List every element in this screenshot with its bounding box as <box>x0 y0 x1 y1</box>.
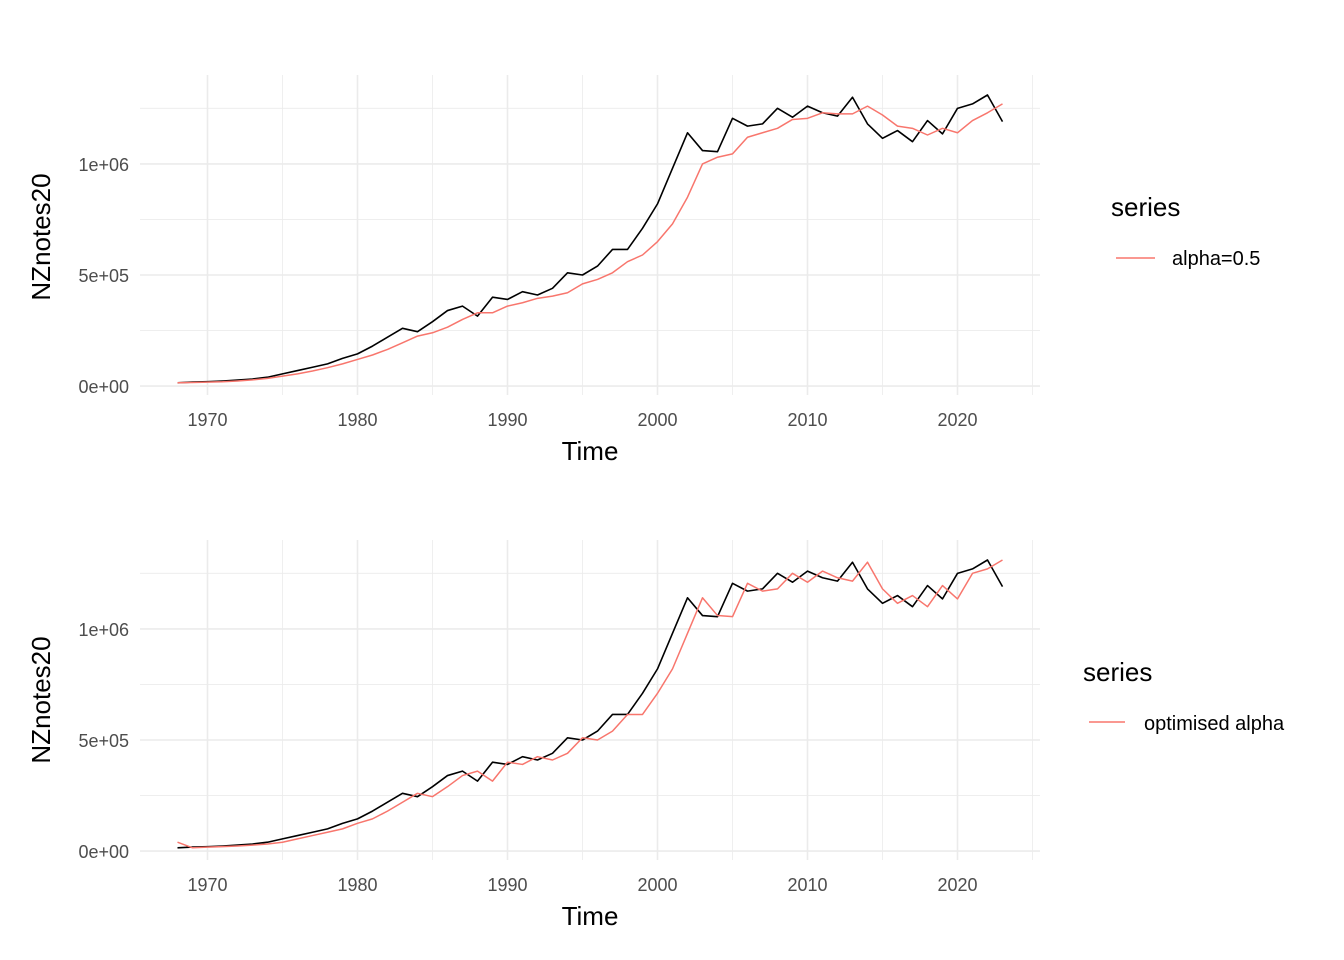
bottom-panel-x-tick-label: 1970 <box>187 875 227 895</box>
top-panel-y-tick-labels: 0e+00 5e+05 1e+06 <box>78 155 129 397</box>
top-panel-y-tick-label: 1e+06 <box>78 155 129 175</box>
bottom-panel-y-tick-label: 0e+00 <box>78 842 129 862</box>
bottom-panel-y-tick-labels: 0e+00 5e+05 1e+06 <box>78 620 129 862</box>
bottom-panel-legend-title: series <box>1083 657 1152 687</box>
top-panel-x-tick-label: 1970 <box>187 410 227 430</box>
bottom-panel-fitted-series-line <box>177 559 1003 849</box>
top-panel-y-axis-title: NZnotes20 <box>26 173 56 300</box>
top-panel-series <box>177 94 1004 384</box>
bottom-panel: 1970 1980 1990 2000 2010 2020 0e+00 5e+05 1e+06… <box>26 540 1285 931</box>
top-panel-x-tick-label: 2020 <box>937 410 977 430</box>
bottom-panel-x-tick-label: 2010 <box>787 875 827 895</box>
bottom-panel-legend-label: optimised alpha <box>1144 713 1285 735</box>
bottom-panel-x-tick-label: 2000 <box>637 875 677 895</box>
bottom-panel-x-tick-label: 2020 <box>937 875 977 895</box>
top-panel-y-tick-label: 5e+05 <box>78 266 129 286</box>
top-panel-y-tick-label: 0e+00 <box>78 377 129 397</box>
bottom-panel-x-tick-label: 1980 <box>337 875 377 895</box>
top-panel-x-axis-title: Time <box>562 436 619 466</box>
top-panel: 1970 1980 1990 2000 2010 2020 0e+00 5e+05 1e+06… <box>26 75 1260 466</box>
top-panel-grid <box>140 75 1040 395</box>
bottom-panel-series <box>177 559 1004 849</box>
top-panel-legend-label: alpha=0.5 <box>1172 248 1260 270</box>
top-panel-legend-title: series <box>1111 192 1180 222</box>
bottom-panel-legend: series optimised alpha <box>1083 657 1285 735</box>
top-panel-legend: series alpha=0.5 <box>1111 192 1260 270</box>
bottom-panel-x-tick-labels: 1970 1980 1990 2000 2010 2020 <box>187 875 977 895</box>
bottom-panel-y-axis-title: NZnotes20 <box>26 636 56 763</box>
bottom-panel-x-tick-label: 1990 <box>487 875 527 895</box>
top-panel-x-tick-label: 1990 <box>487 410 527 430</box>
top-panel-observed-series-line <box>177 94 1004 384</box>
bottom-panel-y-tick-label: 1e+06 <box>78 620 129 640</box>
top-panel-x-tick-labels: 1970 1980 1990 2000 2010 2020 <box>187 410 977 430</box>
bottom-panel-x-axis-title: Time <box>562 901 619 931</box>
bottom-panel-grid <box>140 540 1040 860</box>
top-panel-fitted-series-line <box>177 103 1003 384</box>
bottom-panel-observed-series-line <box>177 559 1004 849</box>
top-panel-x-tick-label: 2010 <box>787 410 827 430</box>
top-panel-x-tick-label: 1980 <box>337 410 377 430</box>
bottom-panel-y-tick-label: 5e+05 <box>78 731 129 751</box>
top-panel-x-tick-label: 2000 <box>637 410 677 430</box>
